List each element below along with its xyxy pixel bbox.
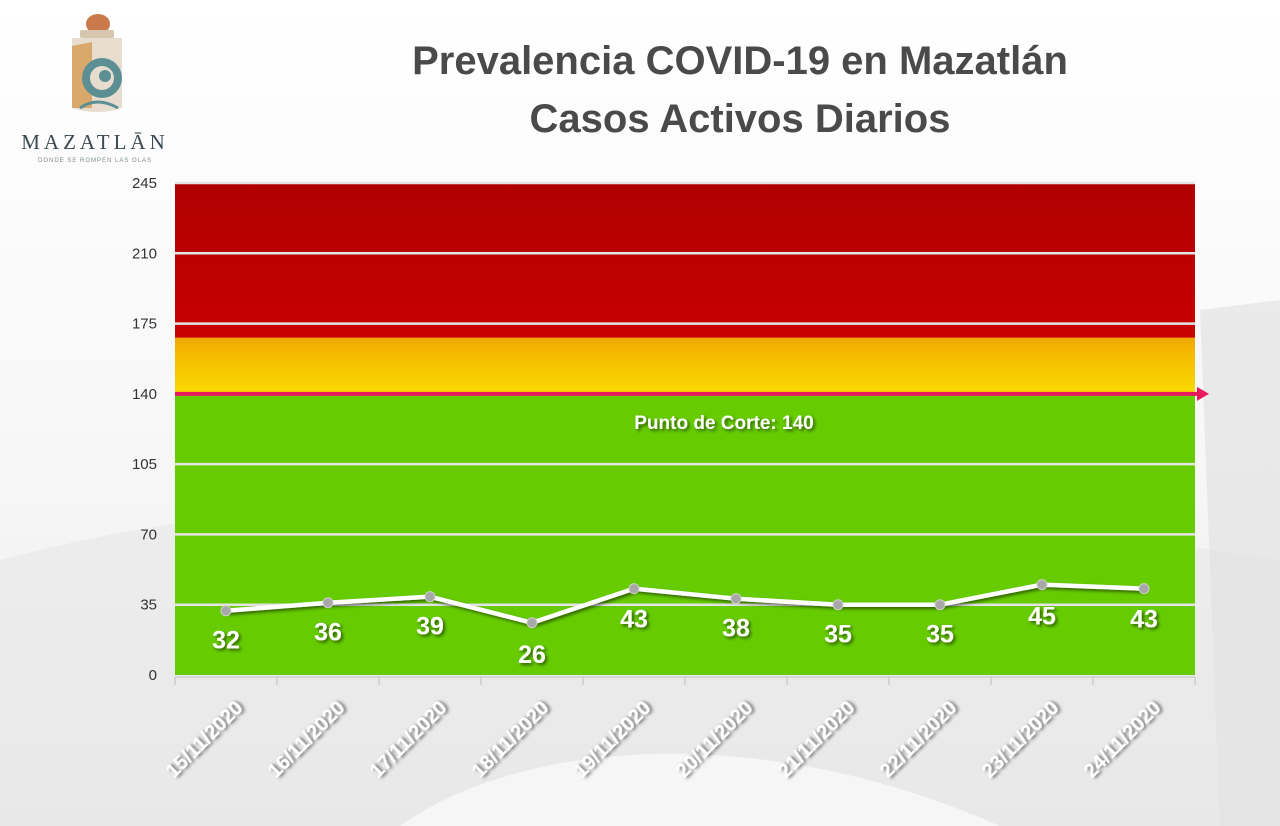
x-tick-label: 23/11/2020: [978, 697, 1064, 783]
data-label: 32: [212, 627, 240, 655]
y-tick-label: 140: [132, 386, 157, 403]
data-label: 43: [1130, 606, 1158, 634]
data-label: 36: [314, 619, 342, 647]
data-point: [526, 617, 538, 629]
data-label: 43: [620, 606, 648, 634]
data-point: [1036, 579, 1048, 591]
threshold-arrow: [1197, 386, 1209, 401]
y-tick-label: 105: [132, 456, 157, 473]
data-label: 26: [518, 641, 546, 669]
threshold-label: Punto de Corte: 140: [634, 413, 813, 434]
x-tick-label: 21/11/2020: [774, 697, 860, 783]
data-point: [934, 599, 946, 611]
data-label: 38: [722, 615, 750, 643]
data-label: 35: [926, 621, 954, 649]
y-tick-label: 0: [149, 667, 157, 684]
data-point: [322, 597, 334, 609]
data-point: [628, 583, 640, 595]
x-tick-label: 15/11/2020: [162, 697, 248, 783]
x-tick-label: 22/11/2020: [876, 697, 962, 783]
data-label: 39: [416, 613, 444, 641]
data-label: 45: [1028, 603, 1056, 631]
x-tick-label: 17/11/2020: [366, 697, 452, 783]
band-1: [175, 337, 1195, 394]
band-2: [175, 183, 1195, 338]
y-tick-label: 245: [132, 175, 157, 192]
x-tick-label: 20/11/2020: [672, 697, 758, 783]
logo-tagline: DONDE SE ROMPEN LAS OLAS: [37, 158, 153, 164]
data-point: [730, 593, 742, 605]
logo-wordmark: MAZATLĀN: [21, 130, 169, 154]
x-tick-label: 24/11/2020: [1080, 697, 1166, 783]
data-label: 35: [824, 621, 852, 649]
series-line: [225, 582, 1145, 626]
y-tick-label: 210: [132, 245, 157, 262]
y-tick-label: 70: [140, 526, 157, 543]
title-line-1: Prevalencia COVID-19 en Mazatlán: [412, 39, 1068, 83]
data-point: [1138, 583, 1150, 595]
mazatlan-logo: MAZATLĀN DONDE SE ROMPEN LAS OLAS: [10, 12, 180, 172]
x-tick-label: 19/11/2020: [570, 697, 656, 783]
title-line-2: Casos Activos Diarios: [529, 97, 951, 141]
data-point: [424, 591, 436, 603]
data-point: [220, 605, 232, 617]
y-tick-label: 35: [140, 597, 157, 614]
y-tick-label: 175: [132, 316, 157, 333]
mazatlan-emblem-icon: [72, 14, 122, 112]
data-point: [832, 599, 844, 611]
x-tick-label: 18/11/2020: [468, 697, 554, 783]
x-tick-label: 16/11/2020: [264, 697, 350, 783]
page-title: Prevalencia COVID-19 en Mazatlán Casos A…: [200, 32, 1280, 148]
